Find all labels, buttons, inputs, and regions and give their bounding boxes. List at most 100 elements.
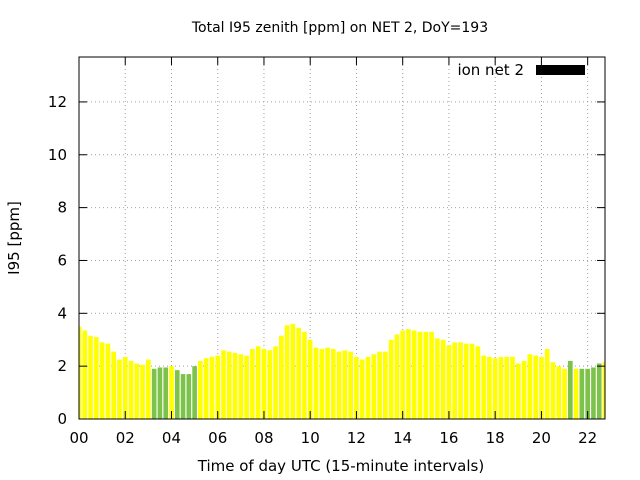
x-tick-label: 22 <box>578 429 597 447</box>
bar <box>198 360 203 419</box>
bar <box>163 367 169 419</box>
bar <box>556 366 562 419</box>
x-tick-label: 06 <box>208 429 227 447</box>
bar <box>215 355 221 419</box>
bar <box>452 342 458 419</box>
bar <box>388 339 394 419</box>
y-tick-label: 10 <box>48 146 67 164</box>
bar <box>336 351 342 419</box>
bar <box>527 354 533 419</box>
bar <box>440 339 446 419</box>
grid <box>79 57 605 419</box>
bar <box>383 351 388 419</box>
bar <box>180 374 186 419</box>
bar <box>585 368 590 419</box>
bar <box>550 362 556 419</box>
x-tick-labels: 00 02 04 06 08 10 12 14 16 18 20 22 <box>69 429 597 447</box>
bar <box>79 326 82 419</box>
bar <box>487 356 492 419</box>
legend-swatch <box>536 65 585 75</box>
bar <box>573 368 579 419</box>
bar <box>221 350 226 419</box>
bar <box>359 359 365 419</box>
legend-label: ion net 2 <box>457 61 524 79</box>
bar <box>406 329 411 419</box>
bar <box>562 368 567 419</box>
bar <box>319 348 325 419</box>
bar <box>94 337 99 419</box>
bar <box>394 334 400 419</box>
bar <box>365 356 371 419</box>
bar <box>128 360 134 419</box>
bar <box>284 325 290 419</box>
x-tick-label: 04 <box>162 429 181 447</box>
x-tick-label: 14 <box>393 429 412 447</box>
bar <box>435 338 440 419</box>
bar <box>122 356 128 419</box>
bar <box>169 366 174 419</box>
bar <box>238 354 244 419</box>
bar <box>591 367 596 419</box>
bar <box>515 363 521 419</box>
y-tick-label: 4 <box>57 304 67 322</box>
bar <box>232 352 238 419</box>
bar <box>203 358 209 419</box>
bar <box>302 331 307 419</box>
bar <box>481 355 486 419</box>
bar <box>278 335 284 419</box>
bar <box>307 339 313 419</box>
bar <box>192 366 197 419</box>
bar <box>510 356 515 419</box>
y-tick-label: 12 <box>48 93 67 111</box>
bar <box>544 348 550 419</box>
bar <box>446 345 452 419</box>
bar <box>504 356 510 419</box>
bar <box>325 347 330 419</box>
y-tick-label: 8 <box>57 199 67 217</box>
bar <box>117 359 122 419</box>
y-tick-label: 0 <box>57 410 67 428</box>
bar <box>186 374 192 419</box>
x-tick-label: 00 <box>69 429 88 447</box>
plot-frame <box>78 56 606 420</box>
x-tick-label: 18 <box>486 429 505 447</box>
bar <box>533 355 538 419</box>
x-tick-label: 08 <box>254 429 273 447</box>
bar <box>417 331 423 419</box>
bar <box>82 330 88 419</box>
bar <box>602 362 605 419</box>
x-tick-label: 02 <box>116 429 135 447</box>
bar <box>423 331 429 419</box>
bar <box>134 363 140 419</box>
y-tick-label: 2 <box>57 357 67 375</box>
bar <box>469 343 475 419</box>
bar <box>146 359 151 419</box>
x-tick-label: 20 <box>532 429 551 447</box>
bar <box>579 368 585 419</box>
bar <box>458 342 463 419</box>
bar <box>463 343 469 419</box>
bar <box>157 367 163 419</box>
bar <box>273 346 278 419</box>
bars <box>79 323 605 419</box>
bar <box>105 343 111 419</box>
bar <box>296 327 301 419</box>
bar <box>342 350 348 419</box>
bar <box>151 368 157 419</box>
bar <box>331 348 336 419</box>
bar <box>521 360 527 419</box>
bar <box>250 348 255 419</box>
bar <box>475 346 481 419</box>
bar <box>88 335 93 419</box>
bar <box>429 331 434 419</box>
bar <box>244 355 249 419</box>
bar <box>411 330 417 419</box>
bar <box>267 350 273 419</box>
bar <box>354 356 359 419</box>
bar <box>568 360 573 419</box>
bar <box>400 330 406 419</box>
bar <box>140 364 145 419</box>
x-tick-label: 10 <box>301 429 320 447</box>
bar <box>290 323 296 419</box>
